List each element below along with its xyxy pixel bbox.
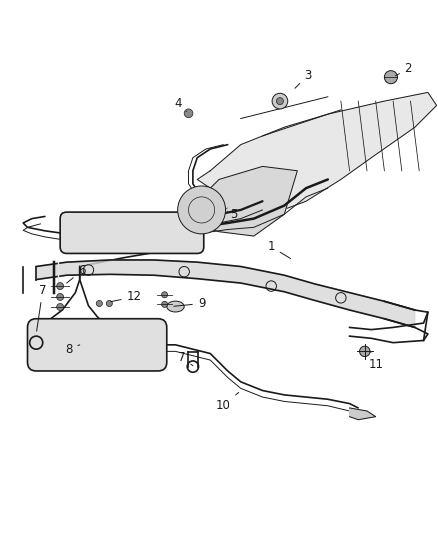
Text: 2: 2 — [396, 62, 412, 76]
Polygon shape — [36, 260, 415, 327]
Polygon shape — [197, 92, 437, 214]
Circle shape — [360, 346, 370, 357]
Polygon shape — [350, 408, 376, 419]
Circle shape — [385, 71, 397, 84]
Circle shape — [178, 186, 226, 234]
Circle shape — [106, 301, 113, 306]
Ellipse shape — [167, 301, 184, 312]
Circle shape — [57, 294, 64, 301]
Circle shape — [184, 109, 193, 118]
Text: 9: 9 — [174, 297, 205, 310]
Text: 5: 5 — [228, 208, 238, 221]
Polygon shape — [184, 166, 297, 236]
Text: 6: 6 — [67, 264, 86, 283]
FancyBboxPatch shape — [60, 212, 204, 254]
Text: 11: 11 — [368, 351, 383, 371]
Circle shape — [96, 301, 102, 306]
Circle shape — [57, 303, 64, 310]
Text: 4: 4 — [174, 97, 187, 111]
Text: 3: 3 — [295, 69, 312, 88]
Circle shape — [276, 98, 283, 104]
Text: 1: 1 — [268, 240, 290, 259]
Circle shape — [162, 292, 168, 298]
Text: 8: 8 — [65, 343, 80, 356]
Text: 10: 10 — [216, 392, 239, 412]
Text: 7: 7 — [178, 351, 193, 366]
Circle shape — [272, 93, 288, 109]
Circle shape — [162, 301, 168, 308]
FancyBboxPatch shape — [28, 319, 167, 371]
Text: 12: 12 — [111, 290, 141, 303]
Circle shape — [57, 282, 64, 289]
Text: 7: 7 — [37, 284, 46, 331]
